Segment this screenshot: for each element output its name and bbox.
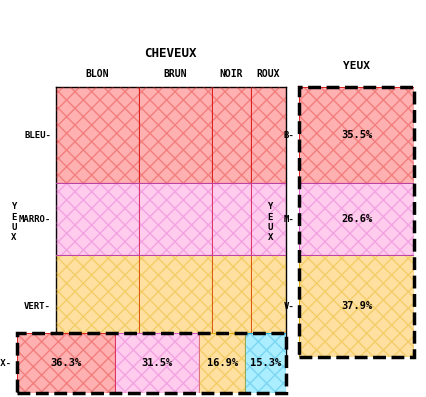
Bar	[55, 87, 139, 183]
Bar	[250, 255, 285, 357]
Bar	[298, 87, 413, 183]
Bar	[250, 183, 285, 255]
Bar	[55, 255, 139, 357]
Text: BLON: BLON	[85, 69, 109, 79]
Bar	[17, 333, 115, 393]
Bar	[211, 255, 250, 357]
Bar	[17, 333, 115, 393]
Bar	[115, 333, 199, 393]
Text: 36.3%: 36.3%	[50, 358, 81, 368]
Text: Y
E
U
X: Y E U X	[12, 202, 17, 243]
Bar	[139, 183, 211, 255]
Bar	[139, 183, 211, 255]
Bar	[199, 333, 245, 393]
Bar	[55, 183, 139, 255]
Bar	[199, 333, 245, 393]
Bar	[298, 255, 413, 357]
Text: 16.9%: 16.9%	[206, 358, 237, 368]
Text: ROUX: ROUX	[256, 69, 279, 79]
Bar	[250, 255, 285, 357]
Bar	[55, 255, 139, 357]
Bar	[55, 183, 139, 255]
Bar	[211, 87, 250, 183]
Text: 37.9%: 37.9%	[340, 301, 371, 311]
Bar	[211, 183, 250, 255]
Text: MARRO-: MARRO-	[19, 215, 51, 224]
Bar	[245, 333, 285, 393]
Text: 31.5%: 31.5%	[141, 358, 173, 368]
Bar	[139, 87, 211, 183]
Bar	[250, 87, 285, 183]
Bar	[55, 87, 139, 183]
Bar	[245, 333, 285, 393]
Bar	[139, 87, 211, 183]
Text: 35.5%: 35.5%	[340, 130, 371, 140]
Text: BLEU-: BLEU-	[24, 131, 51, 140]
Bar	[115, 333, 199, 393]
Bar	[298, 183, 413, 255]
Text: NOIR: NOIR	[219, 69, 242, 79]
Text: V-: V-	[283, 302, 294, 310]
Bar	[211, 255, 250, 357]
Text: VERT-: VERT-	[24, 302, 51, 310]
Bar	[298, 183, 413, 255]
Text: B-: B-	[283, 131, 294, 140]
Bar	[211, 87, 250, 183]
Text: BRUN: BRUN	[164, 69, 187, 79]
Text: M-: M-	[283, 215, 294, 224]
Bar	[298, 87, 413, 183]
Text: Y
E
U
X: Y E U X	[267, 202, 272, 243]
Bar	[139, 255, 211, 357]
Text: YEUX: YEUX	[342, 61, 369, 71]
Bar	[250, 183, 285, 255]
Text: 15.3%: 15.3%	[249, 358, 280, 368]
Bar	[298, 255, 413, 357]
Bar	[211, 183, 250, 255]
Bar	[139, 255, 211, 357]
Text: CHEVEUX-: CHEVEUX-	[0, 359, 12, 368]
Text: CHEVEUX: CHEVEUX	[144, 47, 196, 60]
Text: 26.6%: 26.6%	[340, 214, 371, 224]
Bar	[250, 87, 285, 183]
